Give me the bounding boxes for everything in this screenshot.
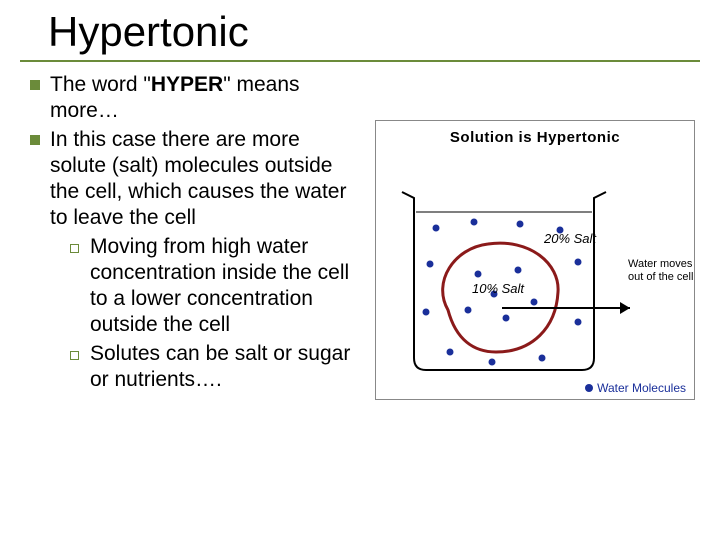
bullet-item: In this case there are more solute (salt…	[26, 127, 360, 394]
bullet-text: The word "	[50, 73, 151, 96]
sub-bullet-list: Moving from high water concentration ins…	[50, 234, 360, 394]
diagram-caption: Solution is Hypertonic	[382, 129, 688, 146]
sub-bullet-item: Solutes can be salt or sugar or nutrient…	[50, 341, 360, 394]
inner-salt-label: 10% Salt	[472, 281, 524, 296]
sub-bullet-item: Moving from high water concentration ins…	[50, 234, 360, 339]
text-column: The word "HYPER" means more… In this cas…	[20, 72, 360, 520]
legend: Water Molecules	[585, 381, 686, 395]
bullet-text: Solutes can be salt or sugar or nutrient…	[90, 342, 350, 391]
legend-text: Water Molecules	[597, 381, 686, 395]
figure-column: Solution is Hypertonic 20% Salt 10% Salt…	[370, 72, 700, 520]
outer-salt-label: 20% Salt	[544, 231, 596, 246]
bullet-text: Moving from high water concentration ins…	[90, 235, 349, 337]
legend-dot-icon	[585, 384, 593, 392]
page-title: Hypertonic	[48, 8, 700, 56]
content-row: The word "HYPER" means more… In this cas…	[20, 72, 700, 520]
diagram-hypertonic: Solution is Hypertonic 20% Salt 10% Salt…	[375, 120, 695, 400]
arrow-label: Water moves out of the cell	[628, 258, 693, 283]
bullet-text: In this case there are more solute (salt…	[50, 128, 346, 230]
bullet-list: The word "HYPER" means more… In this cas…	[26, 72, 360, 393]
title-row: Hypertonic	[20, 8, 700, 62]
bullet-item: The word "HYPER" means more…	[26, 72, 360, 125]
bullet-bold: HYPER	[151, 73, 223, 96]
slide: Hypertonic The word "HYPER" means more… …	[0, 0, 720, 540]
